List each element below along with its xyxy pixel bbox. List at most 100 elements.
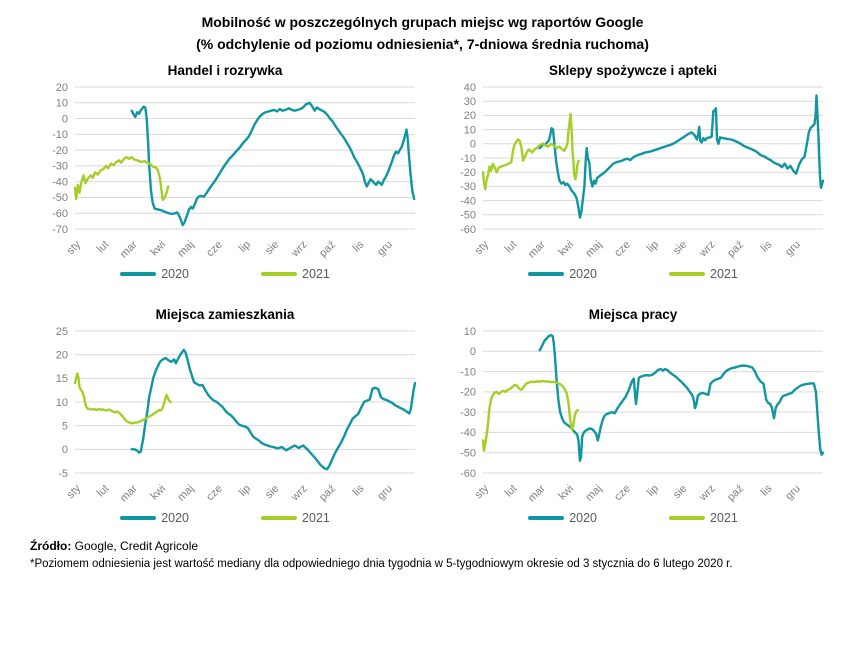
panel-miejsca-zamieszkania: Miejsca zamieszkania 25 20 15 10 5 0 -5 sty lut m… [25, 307, 425, 525]
legend-item-2020: 2020 [528, 511, 597, 525]
y-tick-label: -60 [460, 468, 476, 480]
y-tick-label: -40 [460, 428, 476, 440]
chart-miejsca-pracy: 10 0 -10 -20 -30 -40 -50 -60 sty lut mar kwi maj cze l… [433, 323, 831, 511]
legend-2020-line-swatch [528, 272, 565, 277]
legend-item-2020: 2020 [120, 267, 189, 281]
x-tick-label: cze [612, 483, 633, 504]
x-tick-label: wrz [288, 483, 309, 504]
chart-legend: 2020 2021 [25, 267, 425, 281]
x-tick-label: mar [118, 239, 140, 261]
x-tick-label: sty [473, 483, 492, 502]
legend-2020-line-swatch [120, 272, 157, 277]
x-tick-label: gru [783, 483, 803, 503]
x-tick-label: paź [725, 483, 746, 504]
y-tick-label: -20 [460, 387, 476, 399]
y-tick-label: 20 [464, 111, 476, 123]
x-tick-label: sty [65, 483, 84, 502]
footnote: *Poziomem odniesienia jest wartość media… [30, 558, 733, 571]
y-tick-label: -50 [460, 448, 476, 460]
y-tick-label: 15 [56, 374, 68, 386]
y-tick-label: -10 [460, 367, 476, 379]
x-tick-label: paź [317, 239, 338, 260]
y-tick-label: 25 [56, 326, 68, 338]
legend-2020-label: 2020 [161, 267, 189, 282]
legend-2020-label: 2020 [161, 511, 189, 526]
chart-miejsca-zamieszkania: 25 20 15 10 5 0 -5 sty lut mar kwi maj cze lip sie wrz p… [25, 323, 423, 511]
x-tick-label: wrz [696, 483, 717, 504]
figure-title: Mobilność w poszczególnych grupach miejs… [0, 0, 845, 55]
source-line: Źródło: Google, Credit Agricole [30, 539, 845, 553]
x-tick-label: kwi [556, 239, 576, 259]
chart-plot-svg: 25 20 15 10 5 0 -5 sty lut mar kwi maj cze lip sie wrz p… [56, 326, 417, 505]
legend-item-2020: 2020 [528, 267, 597, 281]
panel-miejsca-pracy: Miejsca pracy 10 0 -10 -20 -30 -40 -50 -60 sty lu… [433, 307, 833, 525]
x-tick-label: lis [351, 483, 367, 499]
y-tick-label: 0 [62, 445, 68, 457]
legend-2021-label: 2021 [302, 267, 330, 282]
legend-item-2021: 2021 [669, 267, 738, 281]
x-tick-label: kwi [556, 483, 576, 503]
x-tick-label: lut [95, 483, 112, 500]
series-2020-line [538, 334, 825, 463]
legend-2020-label: 2020 [569, 267, 597, 282]
y-tick-label: 0 [62, 114, 68, 126]
y-tick-label: -60 [52, 208, 68, 220]
series-2021-line [73, 372, 172, 425]
x-tick-label: cze [612, 239, 633, 260]
x-tick-label: sie [671, 239, 689, 257]
x-tick-label: gru [375, 483, 395, 503]
legend-2021-label: 2021 [302, 511, 330, 526]
y-tick-label: -60 [460, 224, 476, 236]
chart-plot-svg: 40 30 20 10 0 -10 -20 -30 -40 -50 -60 sty lut mar kwi m… [460, 82, 825, 261]
y-tick-label: 40 [464, 82, 476, 94]
chart-handel-i-rozrywka: 20 10 0 -10 -20 -30 -40 -50 -60 -70 sty lut mar kwi ma… [25, 79, 423, 267]
figure-footer: Źródło: Google, Credit Agricole *Poziome… [0, 539, 845, 570]
legend-2020-line-swatch [528, 516, 565, 521]
x-tick-label: lip [237, 239, 253, 255]
y-tick-label: -10 [460, 153, 476, 165]
legend-2021-label: 2021 [710, 511, 738, 526]
x-tick-label: lut [503, 483, 520, 500]
x-tick-label: lip [237, 483, 253, 499]
y-tick-label: -50 [52, 193, 68, 205]
x-tick-label: paź [725, 239, 746, 260]
figure-title-line2: (% odchylenie od poziomu odniesienia*, 7… [196, 35, 649, 52]
x-tick-label: paź [317, 483, 338, 504]
source-text: Google, Credit Agricole [74, 539, 199, 554]
chart-legend: 2020 2021 [25, 511, 425, 525]
y-tick-label: 0 [470, 346, 476, 358]
panel-handel-i-rozrywka: Handel i rozrywka 20 10 0 -10 -20 -30 -40 -50 -6… [25, 63, 425, 281]
source-label: Źródło: [30, 539, 72, 554]
x-tick-label: sty [473, 239, 492, 258]
x-tick-label: lis [759, 239, 775, 255]
legend-2021-line-swatch [261, 516, 297, 521]
chart-legend: 2020 2021 [433, 511, 833, 525]
figure-title-line1: Mobilność w poszczególnych grupach miejs… [201, 14, 644, 30]
panel-title: Sklepy spożywcze i apteki [548, 63, 718, 79]
x-tick-label: wrz [696, 239, 717, 260]
series-2020-line [130, 101, 416, 227]
series-2020-line [130, 349, 417, 471]
charts-grid: Handel i rozrywka 20 10 0 -10 -20 -30 -40 -50 -6… [0, 63, 845, 525]
y-tick-label: 5 [62, 421, 68, 433]
panel-sklepy-spozywcze-i-apteki: Sklepy spożywcze i apteki 40 30 20 10 0 -10 -2… [433, 63, 833, 281]
chart-sklepy-spozywcze-i-apteki: 40 30 20 10 0 -10 -20 -30 -40 -50 -60 sty lut mar kwi m… [433, 79, 831, 267]
x-tick-label: kwi [148, 239, 168, 259]
x-tick-label: lis [759, 483, 775, 499]
x-tick-label: sie [263, 239, 281, 257]
series-2021-line [481, 380, 580, 453]
y-tick-label: 30 [464, 96, 476, 108]
x-tick-label: sty [65, 239, 84, 258]
x-tick-label: maj [583, 483, 604, 504]
x-tick-label: gru [375, 239, 395, 259]
legend-2021-line-swatch [669, 272, 705, 277]
x-tick-label: mar [526, 483, 548, 505]
series-2020-line [538, 94, 825, 220]
x-tick-label: maj [175, 483, 196, 504]
panel-title: Handel i rozrywka [167, 63, 283, 79]
legend-2021-line-swatch [261, 272, 297, 277]
y-tick-label: -20 [460, 167, 476, 179]
legend-item-2021: 2021 [261, 267, 330, 281]
x-tick-label: lip [645, 239, 661, 255]
